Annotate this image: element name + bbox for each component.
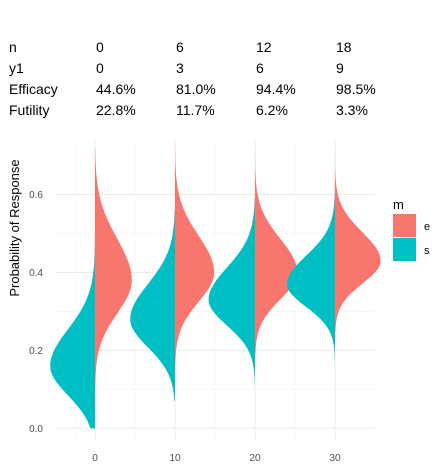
stat-value: 44.6% [96, 81, 136, 97]
stat-value: 6 [256, 60, 264, 76]
legend-label-e: e [424, 221, 430, 233]
violin-s-x30 [287, 182, 335, 374]
legend-title: m [393, 197, 404, 212]
x-tick-label: 0 [92, 453, 98, 464]
stat-value: 9 [336, 60, 344, 76]
violin-e-x0 [95, 147, 132, 394]
stat-value: 98.5% [336, 81, 376, 97]
stat-value: 81.0% [176, 81, 216, 97]
stat-value: 22.8% [96, 102, 136, 118]
x-tick-label: 10 [169, 453, 181, 464]
y-tick-label: 0.0 [29, 424, 43, 435]
stat-value: 6 [176, 39, 184, 55]
stat-row-label: Futility [9, 102, 49, 118]
stat-table: n y1 Efficacy Futility 0 0 44.6% 22.8% 6 3 81.0% 11… [9, 39, 376, 118]
violin-s-x10 [130, 210, 175, 402]
violin-e-x20 [255, 147, 298, 390]
axis-ticks: 0.0 0.2 0.4 0.6 0 10 20 30 [29, 190, 341, 464]
violin-e-x10 [175, 143, 215, 390]
legend-label-s: s [424, 245, 430, 257]
x-tick-label: 30 [329, 453, 341, 464]
violin-s-x20 [208, 198, 255, 386]
legend-key-s [393, 238, 416, 261]
stat-value: 3.3% [336, 102, 368, 118]
x-tick-label: 20 [249, 453, 261, 464]
y-tick-label: 0.6 [29, 190, 43, 201]
stat-value: 94.4% [256, 81, 296, 97]
stat-value: 6.2% [256, 102, 288, 118]
y-tick-label: 0.2 [29, 346, 43, 357]
stat-row-label: y1 [9, 60, 24, 76]
stat-value: 3 [176, 60, 184, 76]
legend-key-e [393, 214, 416, 237]
violins [50, 143, 381, 429]
stat-value: 12 [256, 39, 272, 55]
stat-value: 0 [96, 39, 104, 55]
stat-row-label: n [9, 39, 17, 55]
violin-s-x0 [50, 217, 95, 429]
stat-value: 11.7% [176, 102, 215, 118]
stat-row-label: Efficacy [9, 81, 58, 97]
y-axis-title: Probability of Response [7, 159, 22, 296]
legend: m es [393, 197, 430, 261]
stat-value: 18 [336, 39, 352, 55]
violin-e-x30 [335, 147, 381, 339]
y-tick-label: 0.4 [29, 268, 43, 279]
stat-value: 0 [96, 60, 104, 76]
